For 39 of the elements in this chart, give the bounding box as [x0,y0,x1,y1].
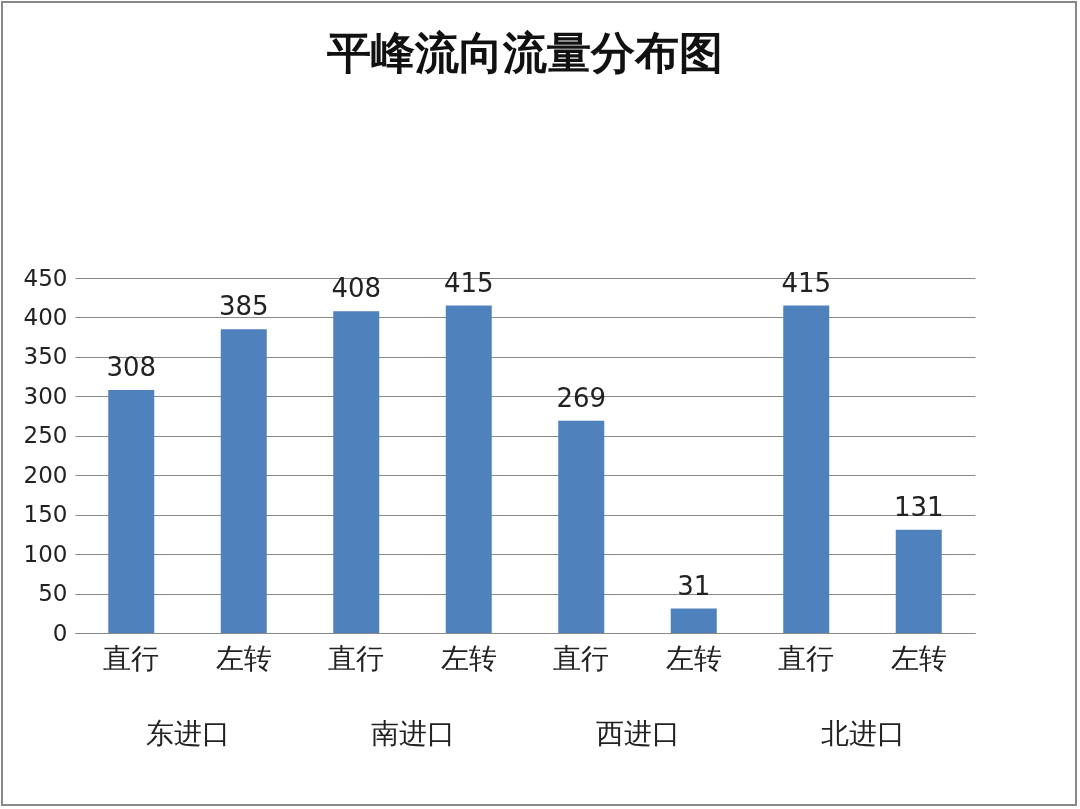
data-label: 31 [677,570,711,601]
bar [333,311,380,633]
data-label: 415 [443,267,494,298]
bar [445,305,492,633]
x-tick-label: 直行 [553,641,610,675]
bar [895,529,942,633]
text: 南进口 [370,717,455,750]
bar [670,608,717,633]
y-tick-label: 450 [23,264,68,291]
text: 西进口 [595,717,680,750]
y-tick-label: 250 [23,422,68,449]
y-tick-label: 150 [23,501,68,528]
bar [783,305,830,633]
x-tick-label: 左转 [665,641,722,675]
x-tick-label: 左转 [440,641,497,675]
data-label: 131 [893,491,944,522]
x-tick-label: 直行 [778,641,835,675]
bar [558,420,605,633]
bar [220,329,267,633]
text: 北进口 [820,717,905,750]
y-tick-label: 400 [23,303,68,330]
data-label: 308 [106,352,157,383]
x-tick-label: 直行 [328,641,385,675]
y-tick-label: 200 [23,461,68,488]
chart-title: 平峰流向流量分布图 [327,27,723,78]
data-label: 408 [331,273,382,304]
y-tick-label: 50 [38,580,68,607]
y-tick-label: 350 [23,343,68,370]
x-tick-label: 左转 [890,641,947,675]
data-label: 385 [218,291,269,322]
data-label: 415 [781,267,832,298]
x-tick-label: 左转 [215,641,272,675]
data-label: 269 [556,382,607,413]
bar [108,390,155,633]
y-tick-label: 100 [23,540,68,567]
text: 东进口 [145,717,230,750]
y-tick-label: 300 [23,382,68,409]
y-tick-label: 0 [52,619,68,646]
x-tick-label: 直行 [103,641,160,675]
